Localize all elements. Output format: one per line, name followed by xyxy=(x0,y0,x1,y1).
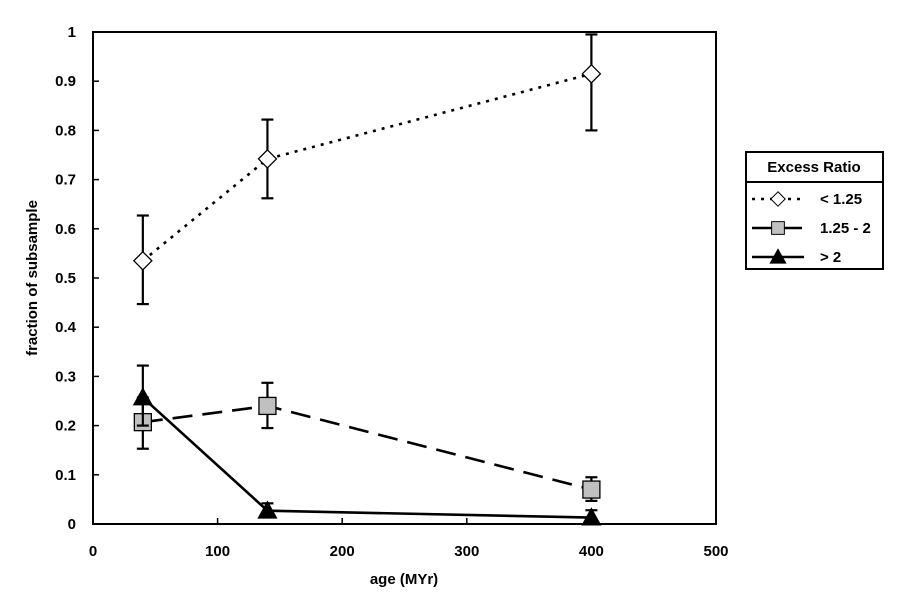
data-point xyxy=(132,250,153,271)
y-tick-label: 0.3 xyxy=(55,368,76,385)
plot-area xyxy=(92,31,717,525)
x-tick-label: 200 xyxy=(330,543,355,560)
y-tick-label: 1 xyxy=(68,24,76,41)
data-point xyxy=(582,480,601,499)
x-tick-label: 300 xyxy=(454,543,479,560)
data-point xyxy=(258,396,277,416)
y-tick-label: 0.6 xyxy=(55,221,76,238)
y-tick-label: 0.8 xyxy=(55,122,76,139)
x-tick-label: 0 xyxy=(89,543,97,560)
y-tick-label: 0 xyxy=(68,516,76,533)
y-tick-label: 0.2 xyxy=(55,418,76,435)
y-tick-label: 0.4 xyxy=(55,319,77,336)
data-point xyxy=(132,387,153,406)
legend-marker xyxy=(769,248,787,264)
legend-label: > 2 xyxy=(820,249,841,266)
series-layer xyxy=(132,33,602,526)
y-axis-title: fraction of subsample xyxy=(24,200,41,356)
x-axis-title: age (MYr) xyxy=(370,571,438,588)
data-point xyxy=(257,149,278,169)
x-tick-label: 500 xyxy=(703,543,728,560)
series-1 xyxy=(132,33,602,306)
data-point xyxy=(581,63,602,84)
x-axis: 0 100 200 300 400 500 xyxy=(89,518,729,560)
series-3 xyxy=(132,364,602,526)
x-tick-label: 100 xyxy=(205,543,230,560)
y-tick-label: 0.1 xyxy=(55,467,76,484)
y-tick-label: 0.9 xyxy=(55,73,76,90)
x-tick-label: 400 xyxy=(579,543,604,560)
legend-title: Excess Ratio xyxy=(767,159,860,176)
y-tick-label: 0.5 xyxy=(55,270,76,287)
legend-marker xyxy=(771,221,785,235)
legend-label: 1.25 - 2 xyxy=(820,220,871,237)
y-tick-label: 0.7 xyxy=(55,172,76,189)
legend-items: < 1.25 1.25 - 2 > 2 xyxy=(752,191,871,266)
legend-marker xyxy=(770,191,786,207)
legend-box xyxy=(745,181,884,270)
legend-label: < 1.25 xyxy=(820,191,862,208)
y-axis: 0 0.1 0.2 0.3 0.4 0.5 0.6 0.7 0.8 0.9 1 xyxy=(55,24,99,533)
legend: Excess Ratio < 1.25 1.25 - 2 > 2 xyxy=(745,151,884,270)
data-point xyxy=(581,507,602,526)
data-point xyxy=(257,500,278,519)
